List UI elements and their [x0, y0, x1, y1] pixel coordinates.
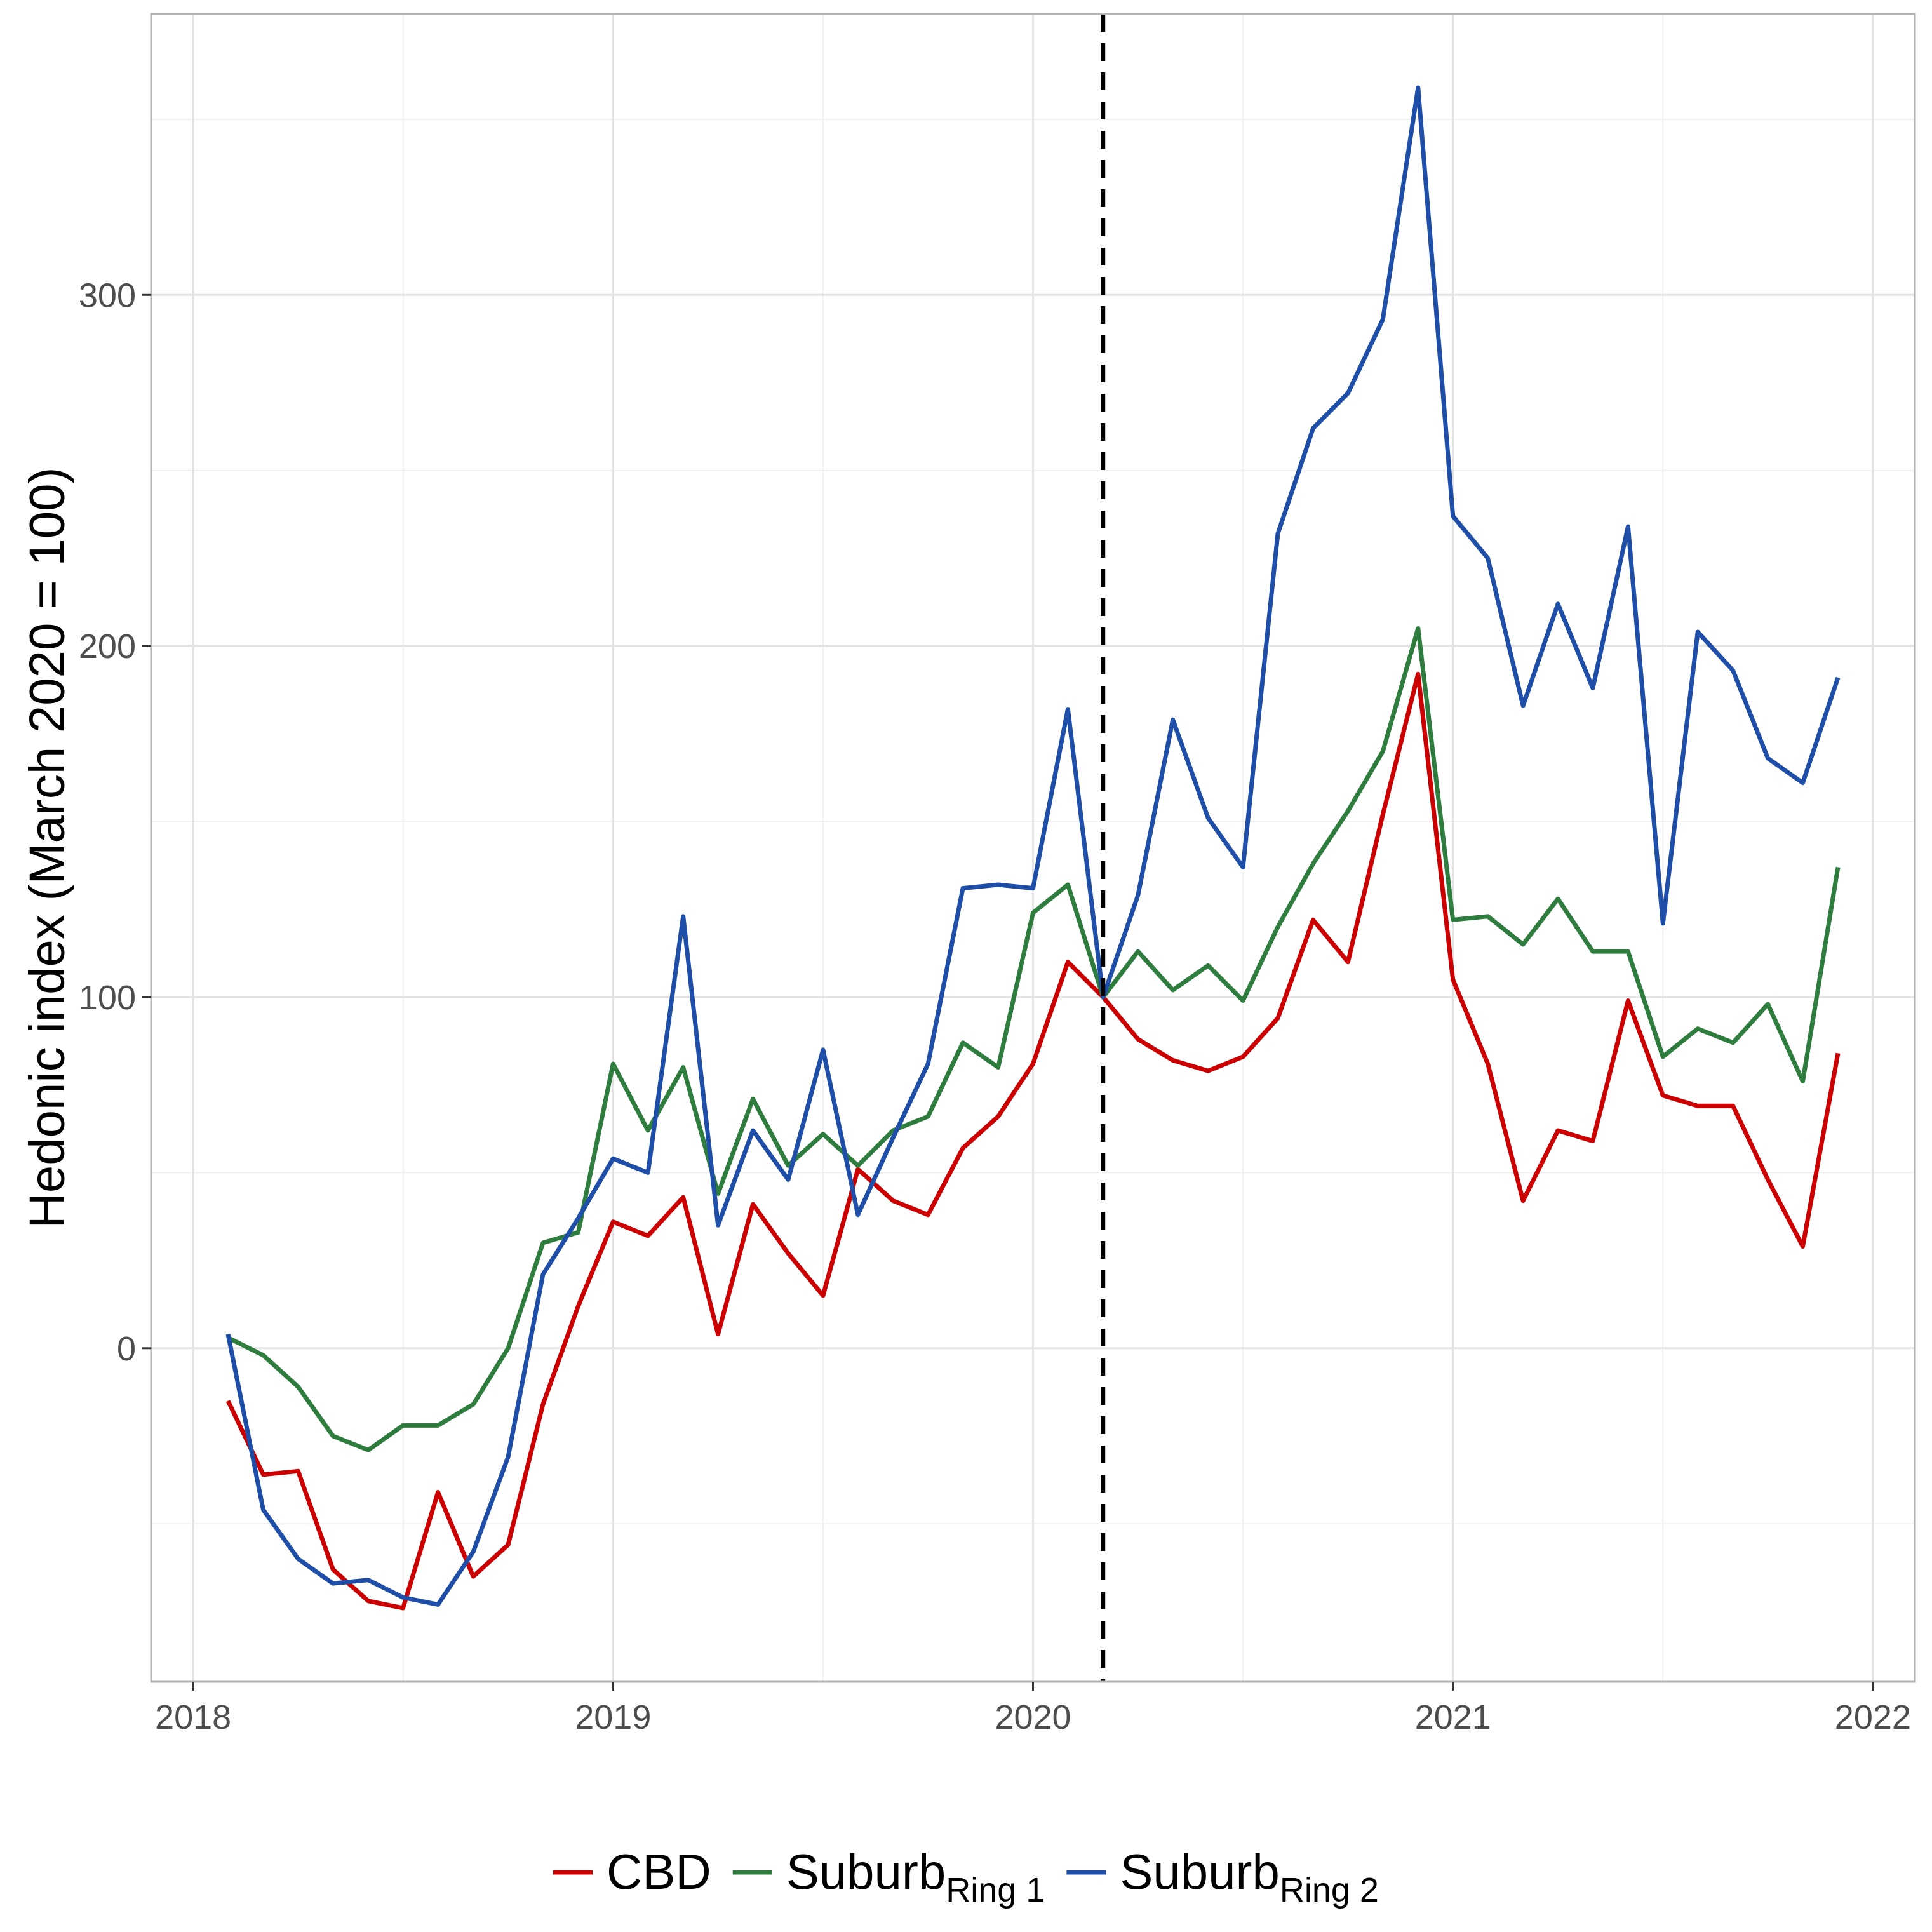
legend-label-subscript: Ring 2 [1280, 1871, 1379, 1909]
x-tick-label: 2018 [155, 1698, 231, 1736]
legend-label: CBD [607, 1844, 711, 1900]
x-tick-label: 2020 [995, 1698, 1071, 1736]
legend-label: SuburbRing 2 [1120, 1844, 1379, 1909]
x-tick-label: 2021 [1415, 1698, 1491, 1736]
y-axis-title: Hedonic index (March 2020 = 100) [19, 467, 75, 1229]
legend: CBD SuburbRing 1 SuburbRing 2 [553, 1844, 1379, 1909]
x-tick-label: 2022 [1835, 1698, 1911, 1736]
major-grid [151, 14, 1915, 1682]
series-line-suburb-ring-2 [225, 85, 1841, 1607]
y-tick-label: 0 [117, 1330, 136, 1368]
series-line-cbd [225, 671, 1841, 1611]
y-tick-label: 300 [79, 276, 136, 314]
y-tick-label: 100 [79, 979, 136, 1017]
y-tick-label: 200 [79, 627, 136, 666]
y-axis-ticks: 0 100 200 300 [79, 276, 151, 1368]
legend-label-subscript: Ring 1 [946, 1871, 1045, 1909]
x-axis-ticks: 2018 2019 2020 2021 2022 [155, 1682, 1911, 1736]
series-lines [225, 85, 1841, 1611]
x-tick-label: 2019 [575, 1698, 651, 1736]
series-line-suburb-ring-1 [227, 626, 1841, 1452]
